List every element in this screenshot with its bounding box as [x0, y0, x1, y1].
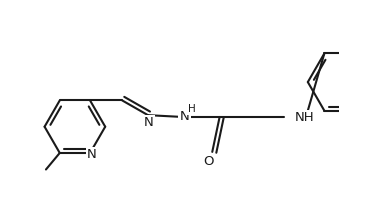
- Text: N: N: [144, 116, 154, 129]
- Text: H: H: [188, 104, 196, 114]
- Text: NH: NH: [295, 111, 315, 124]
- Text: N: N: [87, 148, 97, 161]
- Text: O: O: [203, 155, 214, 168]
- Text: N: N: [180, 110, 190, 123]
